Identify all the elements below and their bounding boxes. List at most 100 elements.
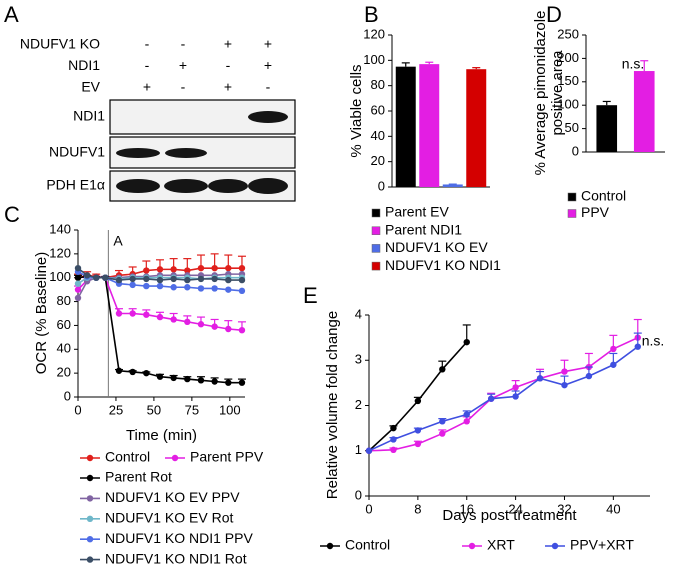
condition-mark: + bbox=[224, 36, 232, 52]
legend-marker bbox=[551, 542, 559, 550]
legend-label: PPV bbox=[581, 204, 610, 220]
data-point bbox=[129, 310, 136, 317]
data-point bbox=[197, 285, 205, 292]
data-point bbox=[414, 427, 422, 434]
data-point bbox=[439, 430, 446, 437]
data-point bbox=[170, 374, 177, 382]
data-point bbox=[74, 280, 82, 287]
band bbox=[248, 111, 288, 123]
condition-mark: + bbox=[143, 79, 151, 95]
data-point bbox=[115, 310, 123, 317]
y-tick-label: 40 bbox=[57, 341, 71, 356]
y-axis-label: OCR (% Baseline) bbox=[33, 252, 50, 375]
data-point bbox=[225, 379, 232, 386]
series-line bbox=[368, 346, 639, 452]
band bbox=[164, 179, 208, 193]
legend-marker bbox=[171, 454, 179, 462]
data-point bbox=[536, 375, 544, 382]
y-tick-label: 2 bbox=[355, 397, 362, 412]
condition-mark: - bbox=[226, 57, 231, 73]
data-point bbox=[238, 264, 246, 272]
data-point bbox=[463, 411, 470, 418]
y-tick-label: 3 bbox=[355, 352, 362, 367]
data-point bbox=[102, 274, 109, 281]
y-tick-label: 120 bbox=[49, 245, 71, 260]
y-axis-label: Relative volume fold change bbox=[324, 311, 341, 499]
event-label: A bbox=[113, 233, 123, 249]
y-tick-label: 80 bbox=[57, 293, 71, 308]
data-point bbox=[74, 294, 82, 302]
legend-marker bbox=[468, 542, 476, 550]
x-tick-label: 100 bbox=[219, 402, 241, 417]
y-tick-label: 0 bbox=[64, 388, 71, 403]
legend-marker bbox=[86, 556, 94, 563]
data-point bbox=[115, 276, 123, 284]
data-point bbox=[197, 264, 205, 272]
y-tick-label: 1 bbox=[355, 442, 362, 457]
data-point bbox=[129, 275, 136, 283]
data-point bbox=[225, 276, 232, 284]
data-point bbox=[184, 318, 191, 326]
x-tick-label: 16 bbox=[460, 501, 474, 516]
data-point bbox=[184, 267, 191, 274]
condition-mark: + bbox=[264, 36, 272, 52]
bar bbox=[633, 71, 655, 152]
data-point bbox=[390, 424, 397, 432]
y-tick-label: 200 bbox=[557, 50, 579, 65]
data-point bbox=[143, 275, 150, 283]
legend-label: XRT bbox=[487, 537, 515, 553]
data-point bbox=[197, 377, 205, 384]
data-point bbox=[170, 316, 177, 323]
y-tick-label: 20 bbox=[371, 153, 385, 168]
condition-label: NDI1 bbox=[68, 57, 100, 73]
data-point bbox=[211, 378, 218, 385]
y-tick-label: 20 bbox=[57, 365, 71, 380]
y-axis-label: % Viable cells bbox=[348, 64, 365, 157]
x-axis-label: Time (min) bbox=[126, 427, 197, 444]
series-line bbox=[368, 336, 639, 452]
x-tick-label: 75 bbox=[185, 402, 199, 417]
panel-letter: B bbox=[364, 2, 379, 27]
data-point bbox=[143, 369, 150, 377]
y-tick-label: 0 bbox=[378, 178, 385, 193]
legend-marker bbox=[86, 536, 94, 543]
data-point bbox=[439, 418, 446, 425]
data-point bbox=[184, 375, 191, 383]
data-point bbox=[115, 367, 123, 374]
data-point bbox=[170, 266, 177, 273]
y-tick-label: 80 bbox=[371, 77, 385, 92]
data-point bbox=[93, 274, 100, 281]
data-point bbox=[487, 395, 495, 402]
data-point bbox=[170, 284, 177, 291]
data-point bbox=[74, 286, 82, 293]
annotation: n.s. bbox=[622, 56, 645, 72]
data-point bbox=[143, 282, 150, 290]
band-label: NDI1 bbox=[73, 108, 105, 124]
legend-label: Parent Rot bbox=[105, 469, 172, 485]
data-point bbox=[238, 287, 246, 295]
x-tick-label: 0 bbox=[74, 402, 81, 417]
data-point bbox=[225, 325, 232, 333]
data-point bbox=[83, 272, 91, 279]
y-tick-label: 60 bbox=[57, 317, 71, 332]
condition-label: NDUFV1 KO bbox=[20, 36, 100, 52]
data-point bbox=[634, 343, 641, 350]
data-point bbox=[512, 384, 519, 391]
legend-label: NDUFV1 KO EV Rot bbox=[105, 510, 233, 526]
data-point bbox=[156, 266, 164, 273]
y-tick-label: 250 bbox=[557, 26, 579, 41]
x-tick-label: 0 bbox=[365, 501, 372, 516]
data-point bbox=[197, 275, 205, 283]
legend-label: NDUFV1 KO NDI1 Rot bbox=[105, 550, 247, 566]
band bbox=[248, 178, 288, 194]
legend-swatch bbox=[371, 244, 381, 253]
x-tick-label: 40 bbox=[606, 501, 620, 516]
legend-swatch bbox=[567, 209, 577, 218]
data-point bbox=[211, 323, 218, 330]
data-point bbox=[463, 418, 470, 425]
data-point bbox=[156, 282, 164, 290]
data-point bbox=[390, 446, 397, 454]
condition-mark: - bbox=[145, 57, 150, 73]
legend-label: NDUFV1 KO EV bbox=[385, 239, 488, 255]
condition-mark: - bbox=[181, 36, 186, 52]
